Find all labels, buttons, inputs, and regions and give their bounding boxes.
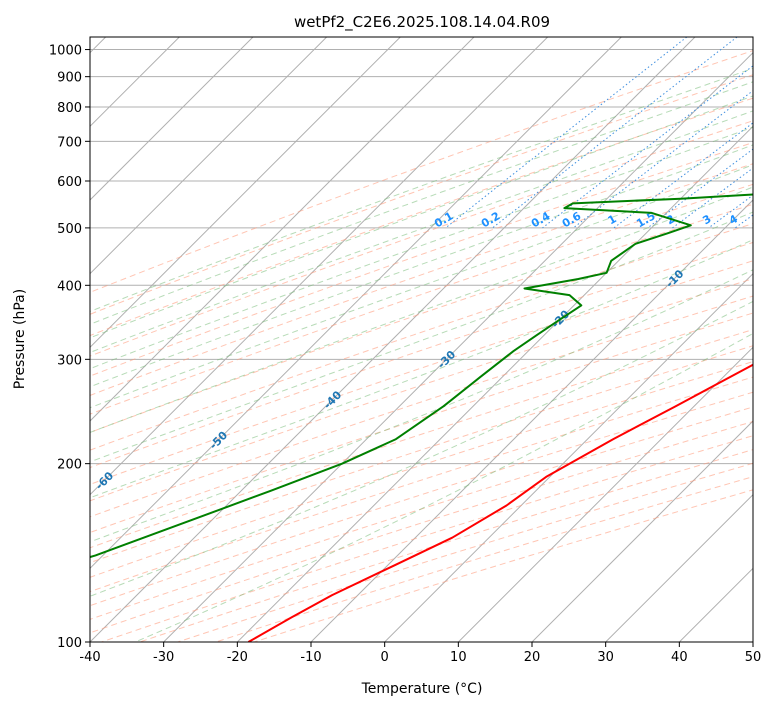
isotherm-line: [678, 567, 753, 642]
isotherm-line: [310, 199, 753, 642]
dry-adiabat-line: [90, 74, 753, 315]
mixing-ratio-line: [572, 90, 753, 229]
y-tick-label: 700: [57, 135, 82, 150]
moist-adiabat-line: [90, 186, 753, 433]
y-tick-label: 200: [57, 458, 82, 473]
isotherm-line: [457, 346, 753, 642]
isotherm-line: [90, 37, 401, 349]
x-tick-label: -40: [79, 650, 100, 665]
mixing-ratio-label: 1: [606, 212, 619, 227]
moist-adiabat-line: [90, 164, 753, 409]
moist-adiabat-line: [90, 81, 753, 325]
moist-adiabat-line: [90, 269, 753, 543]
x-tick-label: 40: [671, 650, 688, 665]
x-tick-label: 30: [597, 650, 614, 665]
x-tick-label: -10: [300, 650, 321, 665]
y-tick-label: 500: [57, 222, 82, 237]
isotherm-line: [163, 51, 753, 642]
y-tick-label: 100: [57, 636, 82, 651]
dry-adiabat-line: [90, 50, 753, 293]
dry-adiabat-line: [90, 312, 753, 534]
dry-adiabat-line: [90, 223, 753, 451]
mixing-ratio-label: 0.6: [560, 209, 584, 230]
dry-adiabat-line: [90, 295, 753, 518]
y-tick-label: 800: [57, 101, 82, 116]
y-tick-label: 1000: [49, 44, 82, 59]
dry-adiabat-line: [90, 163, 753, 396]
chart-title: wetPf2_C2E6.2025.108.14.04.R09: [294, 13, 550, 32]
y-tick-label: 600: [57, 175, 82, 190]
moist-adiabat-line: [90, 211, 753, 463]
moist-adiabat-line: [90, 67, 753, 313]
temperature-profile-line: [247, 363, 753, 642]
mixing-ratio-line: [734, 214, 753, 229]
dry-adiabat-line: [101, 435, 753, 642]
y-tick-label: 900: [57, 71, 82, 86]
x-tick-label: 0: [381, 650, 389, 665]
dry-adiabat-line: [90, 260, 753, 485]
mixing-ratio-label: 3: [700, 212, 713, 227]
moist-adiabat-line: [90, 126, 753, 370]
isotherm-line: [90, 37, 696, 642]
x-tick-label: -30: [153, 650, 174, 665]
moist-adiabat-line: [90, 144, 753, 388]
dry-adiabat-line: [90, 183, 753, 415]
mixing-ratio-line: [613, 122, 753, 229]
dry-adiabat-line: [90, 345, 753, 564]
isotherm-line: [384, 272, 753, 642]
y-tick-label: 400: [57, 279, 82, 294]
isotherm-line: [90, 37, 328, 275]
dry-adiabat-line: [90, 329, 753, 549]
dry-adiabat-line: [90, 241, 753, 469]
x-tick-label: 20: [524, 650, 541, 665]
isotherm-line: [531, 420, 753, 642]
dry-adiabat-line: [90, 203, 753, 433]
dry-adiabat-line: [90, 376, 753, 593]
y-axis-label: Pressure (hPa): [12, 289, 28, 389]
x-tick-label: 50: [745, 650, 762, 665]
x-tick-label: 10: [450, 650, 467, 665]
dry-adiabat-line: [90, 361, 753, 578]
mixing-ratio-line: [542, 65, 753, 229]
moist-adiabat-line: [90, 239, 753, 499]
dewpoint-profile-line: [90, 193, 753, 559]
dry-adiabat-line: [90, 120, 753, 357]
plot-frame: [89, 36, 754, 643]
dry-adiabat-line: [90, 391, 753, 607]
x-tick-label: -20: [227, 650, 248, 665]
dry-adiabat-line: [90, 278, 753, 502]
moist-adiabat-line: [90, 110, 753, 354]
dry-adiabat-line: [215, 476, 753, 642]
isotherm-line: [605, 493, 753, 642]
x-axis-label: Temperature (°C): [361, 681, 483, 697]
y-tick-label: 300: [57, 353, 82, 368]
isotherm-line: [236, 125, 753, 642]
isotherm-line: [752, 641, 753, 642]
dry-adiabat-line: [177, 462, 753, 642]
mixing-ratio-line: [672, 167, 753, 229]
isotherm-line: [90, 37, 254, 201]
moist-adiabat-line: [90, 95, 753, 339]
isotherm-line: [90, 37, 549, 496]
isotherm-line: [90, 37, 475, 422]
mixing-ratio-label: 0.4: [529, 209, 553, 230]
mixing-ratio-line: [492, 37, 738, 229]
moist-adiabat-line: [90, 300, 753, 597]
dry-adiabat-line: [90, 97, 753, 337]
moist-adiabat-line: [135, 332, 753, 642]
dry-adiabat-line: [90, 142, 753, 377]
mixing-ratio-label: 0.1: [432, 209, 455, 230]
isotherm-line: [90, 37, 622, 570]
